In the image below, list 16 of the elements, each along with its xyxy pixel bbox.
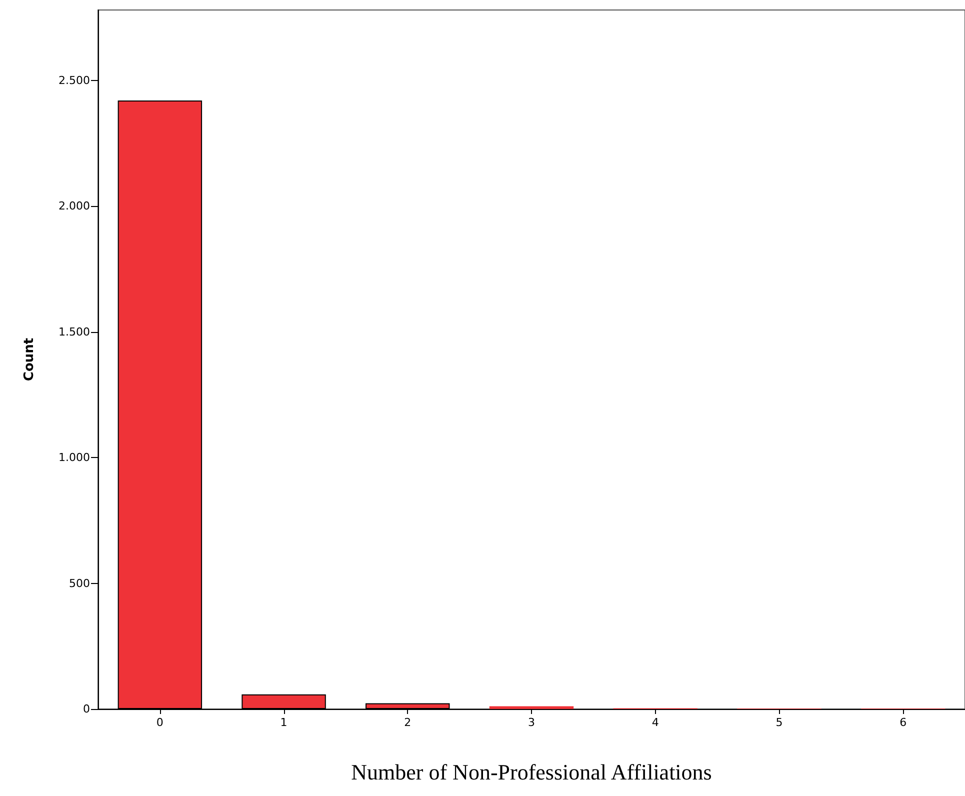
x-tick-label: 0 [156,716,164,729]
y-tick-label: 2.500 [58,74,90,87]
y-tick-label: 1.500 [58,325,90,338]
x-tick-label: 3 [528,716,535,729]
x-tick-label: 4 [652,716,659,729]
x-tick-label: 6 [900,716,907,729]
x-tick-label: 1 [280,716,288,729]
y-tick-label: 500 [69,576,90,590]
x-tick-label: 5 [776,716,783,729]
bar [489,706,574,709]
y-tick-label: 2.000 [58,200,90,213]
y-tick-label: 1.000 [58,451,90,464]
x-tick-label: 2 [404,716,412,729]
y-tick-label: 0 [83,702,90,716]
y-axis-title: Count [22,338,37,382]
x-axis-title: Number of Non-Professional Affiliations [351,760,712,784]
